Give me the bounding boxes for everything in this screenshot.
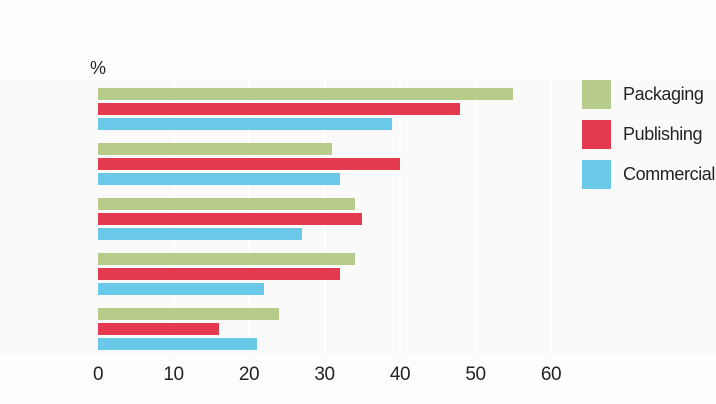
bar-packaging bbox=[98, 198, 355, 210]
legend-swatch-publishing bbox=[582, 120, 611, 149]
bar-commercial bbox=[98, 283, 265, 295]
x-tick-label: 60 bbox=[540, 364, 562, 385]
legend-label: Publishing bbox=[623, 124, 703, 144]
gridline bbox=[550, 80, 552, 354]
legend-swatch-commercial bbox=[582, 160, 611, 189]
bar-publishing bbox=[98, 158, 400, 170]
x-tick-label: 30 bbox=[314, 364, 335, 385]
gridline bbox=[399, 80, 401, 354]
gridline bbox=[474, 80, 477, 354]
bar-publishing bbox=[98, 268, 340, 280]
legend-swatch-packaging bbox=[582, 80, 611, 109]
x-tick-label: 40 bbox=[389, 364, 411, 385]
x-axis: 0 10 20 30 40 50 60 bbox=[0, 364, 716, 388]
axis-unit-label: % bbox=[90, 58, 106, 78]
bar-publishing bbox=[98, 323, 219, 335]
x-tick-label: 50 bbox=[465, 364, 486, 385]
legend: Packaging Publishing Commercial bbox=[582, 80, 715, 200]
x-tick-label: 10 bbox=[163, 364, 184, 385]
legend-item-commercial: Commercial bbox=[582, 160, 715, 189]
legend-item-packaging: Packaging bbox=[582, 80, 715, 109]
bar-commercial bbox=[98, 118, 393, 130]
bar-commercial bbox=[98, 228, 302, 240]
bar-packaging bbox=[98, 308, 280, 320]
bar-publishing bbox=[98, 213, 363, 225]
bar-commercial bbox=[98, 338, 257, 350]
legend-label: Commercial bbox=[623, 164, 716, 184]
bar-packaging bbox=[98, 88, 514, 100]
x-tick-label: 20 bbox=[238, 364, 260, 385]
legend-label: Packaging bbox=[623, 84, 704, 104]
bar-commercial bbox=[98, 173, 340, 185]
legend-item-publishing: Publishing bbox=[582, 120, 715, 149]
x-tick-label: 0 bbox=[92, 364, 104, 385]
bar-publishing bbox=[98, 103, 461, 115]
bar-packaging bbox=[98, 143, 333, 155]
bar-packaging bbox=[98, 253, 355, 265]
